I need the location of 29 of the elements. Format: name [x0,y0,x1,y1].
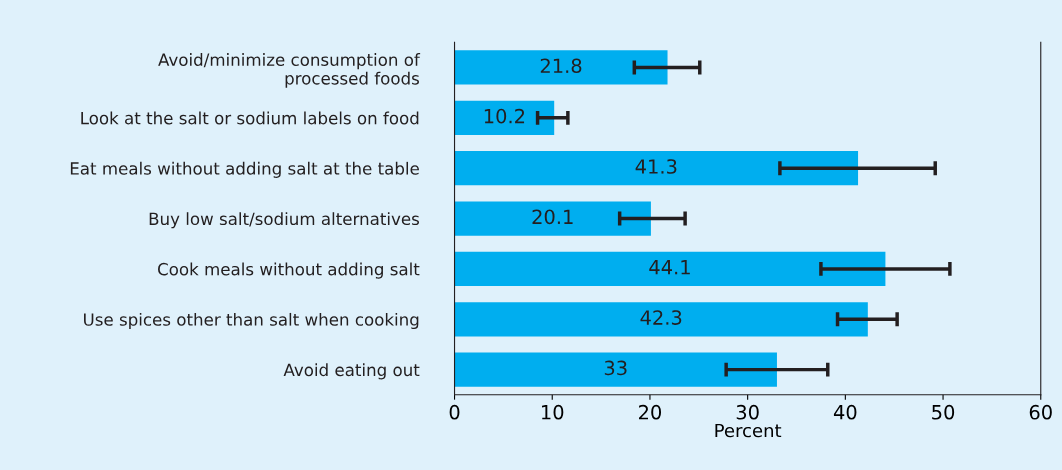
bar [454,100,555,135]
bar [454,251,886,287]
bar [454,302,868,337]
bar [454,352,777,387]
bar [454,201,651,236]
y-tick-label: Buy low salt/sodium alternatives [149,212,420,229]
data-label: 41.3 [635,159,677,174]
x-tick-label: 40 [833,404,857,420]
y-tick-label: Cook meals without adding salt [158,262,420,279]
x-tick-label: 60 [1029,404,1052,420]
x-tick-label: 30 [736,404,759,420]
data-label: 21.8 [540,58,582,74]
x-tick-label: 20 [639,404,662,420]
data-label: 44.1 [649,260,690,275]
data-label: 10.2 [484,108,525,124]
y-tick-label: Avoid/minimize consumption of processed foods [158,53,421,88]
y-tick-label: Look at the salt or sodium labels on food [81,111,419,125]
y-tick-label: Avoid eating out [283,363,420,380]
x-axis-title: Percent [715,423,782,438]
data-label: 20.1 [532,209,573,225]
x-tick-label: 10 [542,404,564,420]
data-label: 33 [604,360,627,376]
bar [454,50,668,85]
x-tick-label: 50 [932,404,955,420]
y-tick-label: Eat meals without adding salt at the table [70,161,419,178]
bar [454,151,859,186]
y-tick-label: Use spices other than salt when cooking [84,312,419,330]
x-tick-label: 0 [449,404,460,420]
data-label: 42.3 [640,310,682,325]
